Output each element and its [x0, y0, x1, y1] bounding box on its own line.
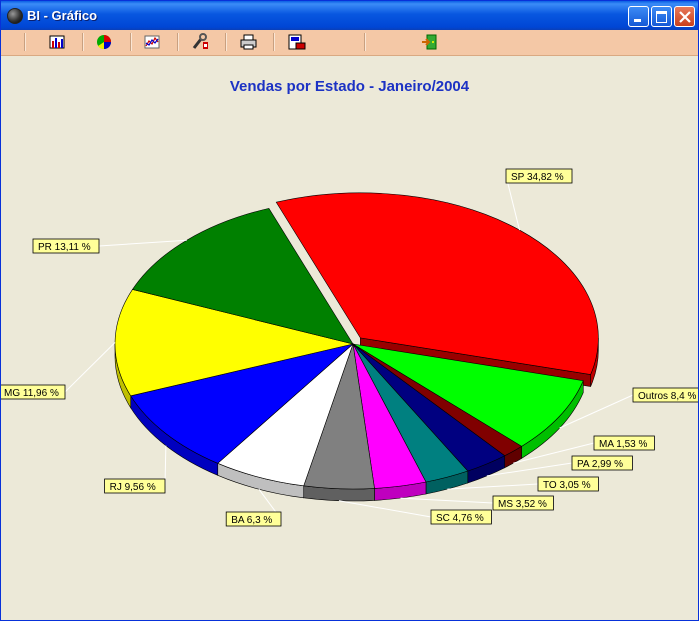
close-button[interactable] [674, 6, 695, 27]
label-box [492, 495, 554, 511]
close-icon [679, 11, 691, 23]
slice-label: Outros 8,4 % [638, 391, 696, 402]
maximize-button[interactable] [651, 6, 672, 27]
app-icon [7, 8, 23, 24]
slice-label: MS 3,52 % [498, 499, 547, 510]
label-box [104, 478, 166, 494]
label-box [505, 168, 573, 184]
pie-slice-sp [275, 192, 599, 375]
slice-label: BA 6,3 % [231, 515, 272, 526]
slice-label: SP 34,82 % [511, 172, 564, 183]
slice-label: PR 13,11 % [38, 242, 91, 253]
label-box [571, 455, 633, 471]
minimize-icon [634, 19, 641, 22]
toolbar-separator [364, 33, 366, 51]
toolbar [1, 30, 698, 56]
label-leader-line [486, 462, 573, 477]
pie-chart-tool-icon[interactable] [95, 33, 115, 51]
toolbar-separator [225, 33, 227, 51]
label-box [632, 387, 698, 403]
label-box [430, 509, 492, 525]
window-title: BI - Gráfico [27, 8, 98, 23]
toolbar-separator [24, 33, 26, 51]
toolbar-separator [130, 33, 132, 51]
slice-label: MA 1,53 % [599, 439, 647, 450]
exit-icon[interactable] [420, 33, 440, 51]
toolbar-separator [82, 33, 84, 51]
pie-chart: SP 34,82 % Outros 8,4 % MA 1,53 % PA 2,99 %… [1, 168, 698, 527]
label-box [225, 511, 282, 527]
toolbar-separator [273, 33, 275, 51]
pie-labels: SP 34,82 % Outros 8,4 % MA 1,53 % PA 2,99 %… [1, 168, 698, 527]
slice-label: TO 3,05 % [543, 480, 591, 491]
label-leader-line [513, 442, 595, 464]
minimize-button[interactable] [628, 6, 649, 27]
line-chart-tool-icon[interactable] [143, 33, 163, 51]
pie-slice-rj [130, 343, 354, 464]
print-icon[interactable] [239, 33, 259, 51]
export-icon[interactable] [287, 33, 307, 51]
label-leader-line [98, 239, 187, 247]
bar-chart-tool-icon[interactable] [48, 33, 68, 51]
pie-slice-outros [352, 343, 584, 447]
label-leader-line [400, 497, 494, 504]
label-box [32, 238, 100, 254]
label-box [537, 476, 599, 492]
toolbar-separator [177, 33, 179, 51]
maximize-icon [656, 11, 667, 23]
slice-label: SC 4,76 % [436, 513, 484, 524]
slice-label: RJ 9,56 % [110, 482, 156, 493]
label-leader-line [338, 500, 432, 518]
label-box [593, 435, 655, 451]
label-leader-line [505, 175, 521, 231]
chart-title: Vendas por Estado - Janeiro/2004 [229, 78, 470, 95]
pie-tops [114, 192, 599, 490]
settings-tool-icon[interactable] [191, 33, 211, 51]
label-leader-line [447, 483, 539, 490]
label-leader-line [559, 394, 634, 429]
title-bar[interactable]: BI - Gráfico [1, 1, 698, 30]
slice-label: MG 11,96 % [4, 388, 59, 399]
chart-area: Vendas por Estado - Janeiro/2004 SP 34,8… [1, 56, 698, 620]
label-box [1, 384, 66, 400]
label-leader-line [64, 342, 116, 393]
slice-label: PA 2,99 % [577, 459, 623, 470]
